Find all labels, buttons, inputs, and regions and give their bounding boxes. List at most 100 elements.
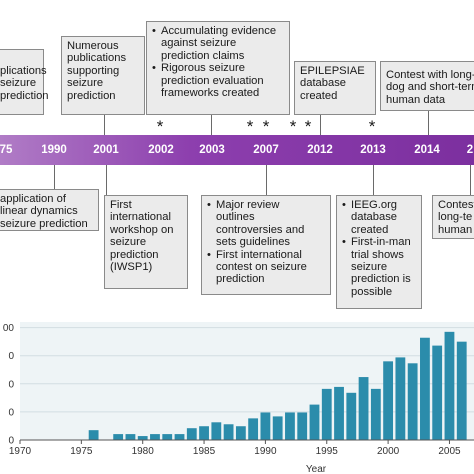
star-marker: * [246, 117, 254, 136]
year-label: 2001 [93, 144, 119, 156]
year-label: 2 [466, 144, 474, 156]
chart-bar [395, 357, 406, 440]
event-line: prediction [0, 89, 49, 102]
star-marker: * [304, 117, 312, 136]
event-bullet: Major review outlines controversies and … [207, 199, 325, 249]
year-label: 2007 [253, 144, 279, 156]
chart-x-tick-label: 1990 [254, 446, 277, 457]
event-line: supporting [67, 64, 120, 77]
chart-bar [370, 388, 381, 440]
event-line: Contest [438, 199, 474, 211]
chart-y-tick-label: 0 [8, 351, 14, 362]
event-line: EPILEPSIAE [300, 65, 365, 77]
event-line: First-in-man [351, 236, 411, 249]
event-line: Numerous [67, 40, 119, 52]
event-line: workshop on [110, 223, 174, 236]
event-line: Major review [216, 199, 280, 211]
event-line: publications [67, 52, 127, 65]
event-line: contest on seizure [216, 261, 307, 274]
chart-y-tick-label: 0 [8, 436, 14, 447]
star-marker: * [156, 117, 164, 136]
event-line: application of [0, 193, 66, 205]
event-line: dog and short-term [386, 81, 474, 94]
chart-bar [199, 426, 209, 440]
star-marker: * [289, 117, 297, 136]
event-bullet: IEEG.org database created [342, 199, 416, 236]
event-line: plications [0, 65, 47, 77]
event-line: created [300, 89, 338, 102]
connector-line [266, 165, 267, 195]
chart-bar [334, 386, 344, 440]
event-box-top-3: Accumulating evidence against seizure pr… [146, 21, 290, 115]
star-marker: * [262, 117, 270, 136]
chart-bar [174, 434, 185, 440]
chart-bar [456, 341, 467, 440]
event-box-bottom-5: Contest long-te human [432, 195, 474, 239]
year-label: 75 [0, 144, 13, 156]
connector-line [54, 165, 55, 189]
event-line: long-te [438, 211, 473, 224]
event-line: database [351, 211, 398, 224]
chart-x-tick-label: 1995 [316, 446, 339, 457]
chart-bar [162, 434, 173, 440]
event-line: possible [351, 285, 393, 298]
event-line: outlines [216, 211, 255, 224]
event-line: seizure [351, 261, 388, 274]
year-label: 2003 [199, 144, 225, 156]
event-line: Accumulating evidence [161, 25, 277, 37]
chart-bar [186, 428, 197, 440]
chart-y-tick-label: 00 [3, 323, 15, 334]
event-box-bottom-1: application of linear dynamics seizure p… [0, 189, 99, 231]
event-bullet: First international contest on seizure p… [207, 249, 325, 286]
event-line: prediction evaluation [161, 74, 264, 87]
chart-bar [285, 412, 295, 440]
event-box-bottom-3: Major review outlines controversies and … [201, 195, 331, 295]
chart-bar [444, 331, 455, 440]
chart-bar [420, 337, 430, 440]
year-label: 2002 [148, 144, 174, 156]
year-label: 2014 [414, 144, 440, 156]
year-label: 2013 [360, 144, 386, 156]
chart-bar [260, 412, 271, 440]
chart-bar [223, 424, 234, 440]
event-line: trial shows [351, 248, 404, 261]
chart-x-tick-label: 2000 [377, 446, 400, 457]
chart-bar [125, 434, 136, 440]
connector-line [320, 115, 321, 135]
event-line: seizure [110, 236, 147, 249]
event-line: linear dynamics [0, 205, 78, 218]
star-marker: * [368, 117, 376, 136]
event-line: First international [216, 248, 302, 261]
chart-bar [248, 418, 259, 440]
connector-line [373, 165, 374, 195]
chart-x-tick-label: 1985 [193, 446, 216, 457]
event-line: Contest with long- [386, 69, 474, 81]
event-line: First [110, 199, 132, 211]
event-line: prediction claims [161, 49, 245, 62]
connector-line [211, 115, 212, 135]
event-line: (IWSP1) [110, 261, 153, 274]
chart-bar [383, 361, 394, 440]
connector-line [104, 115, 105, 135]
connector-line [428, 111, 429, 135]
chart-bar [150, 434, 160, 440]
connector-line [470, 165, 471, 195]
chart-bar [235, 426, 246, 440]
year-label: 2012 [307, 144, 333, 156]
chart-x-tick-label: 1980 [132, 446, 155, 457]
event-bullet: Rigorous seizure prediction evaluation f… [152, 62, 284, 99]
chart-y-tick-label: 0 [8, 407, 14, 418]
chart-bars [88, 331, 467, 440]
chart-bar [211, 422, 222, 440]
event-bullet: Accumulating evidence against seizure pr… [152, 25, 284, 62]
timeline-bar [0, 135, 474, 165]
chart-bar [272, 416, 283, 440]
chart-bar [297, 412, 308, 440]
event-line: Rigorous seizure [161, 62, 245, 75]
event-line: international [110, 211, 171, 224]
chart-bar [113, 434, 124, 440]
event-line: created [351, 223, 389, 236]
event-line: seizure [0, 77, 37, 90]
event-line: prediction [110, 248, 159, 261]
